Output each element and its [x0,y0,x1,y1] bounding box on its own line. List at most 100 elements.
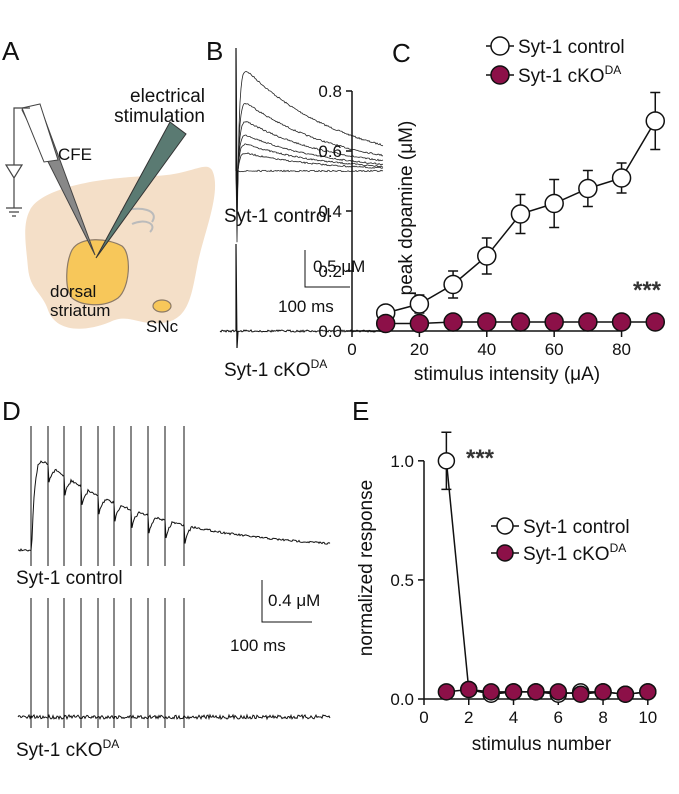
data-point [437,683,456,701]
data-point [437,452,456,470]
traces [17,426,331,728]
stim-label: electrical [130,86,205,107]
data-point [544,312,564,332]
snc-label: SNc [146,317,179,336]
scale-bar [304,250,350,288]
series-line [445,460,648,695]
x-tick-label: 80 [612,340,631,359]
data-point [645,111,666,131]
stim-electrode [95,121,187,259]
y-tick-label: 0.4 [318,202,342,221]
trace-label-sup: DA [103,737,120,751]
trace-label-sup: DA [311,357,328,371]
trace-label: Syt-1 control [16,568,123,589]
data-point [443,274,463,295]
x-tick-label: 8 [598,708,607,727]
stim-artifact [235,47,239,201]
trace [235,102,383,221]
trace [235,143,383,191]
region-label: dorsal [50,282,96,301]
y-tick-label: 1.0 [390,452,414,471]
annotation: *** [466,445,495,472]
trace-label: Syt-1 cKODA [16,737,119,761]
legend-marker [496,517,514,535]
panel-label: D [2,396,21,426]
region-label: striatum [50,301,110,320]
x-tick-label: 2 [464,708,473,727]
legend-label: Syt-1 cKODA [518,63,621,87]
series-line [446,688,648,695]
slice-diagram [4,103,216,329]
data-point [477,246,497,266]
y-axis-title: normalized response [356,480,377,656]
data-point [616,685,635,703]
scale-x-label: 100 ms [278,297,334,316]
snc-region [152,299,172,313]
data-point [409,313,430,334]
y-tick-label: 0.6 [318,142,342,161]
trace [17,460,331,552]
legend-label: Syt-1 control [523,517,630,538]
data-point [549,683,568,701]
x-tick-label: 10 [638,708,657,727]
data-point [510,312,531,332]
stim-artifact [235,243,239,349]
panel-label: A [2,36,20,66]
data-point [639,683,657,701]
y-tick-label: 0.8 [318,82,342,101]
legend-label: Syt-1 control [518,37,625,58]
data-point [375,313,396,334]
trace-label: Syt-1 control [224,206,331,227]
legend-marker [490,36,510,56]
legend-marker [496,544,514,562]
scale-bar [261,580,312,623]
trace-label: Syt-1 cKODA [224,357,327,381]
trace [235,70,384,243]
data-point [510,204,531,224]
data-point [504,683,523,701]
y-axis-title: peak dopamine (μM) [396,121,417,296]
y-tick-label: 0.0 [318,322,342,341]
amplifier-symbol [4,107,30,217]
x-tick-label: 40 [477,340,496,359]
annotation: *** [633,277,662,304]
x-tick-label: 6 [554,708,563,727]
data-point [482,683,500,701]
panel-label: B [206,36,223,66]
trace-label: Syt-1 cKO [16,740,103,761]
trace [235,169,384,173]
x-axis-title: stimulus number [472,734,612,755]
electrode-label: CFE [58,145,92,164]
legend-label-sup: DA [610,541,627,555]
cfe-shank [21,103,59,163]
data-point [477,312,497,332]
trace [235,152,384,185]
panel-label: E [352,396,369,426]
y-tick-label: 0.0 [390,690,414,709]
x-tick-label: 0 [347,340,356,359]
data-point [578,312,598,332]
legend-label-sup: DA [605,63,622,77]
x-tick-label: 20 [410,340,429,359]
scale-x-label: 100 ms [230,636,286,655]
y-tick-label: 0.2 [318,262,342,281]
data-point [460,680,478,699]
legend-label: Syt-1 cKO [518,66,605,87]
data-point [409,294,430,314]
x-tick-label: 0 [419,708,428,727]
legend-label: Syt-1 control [518,37,625,58]
trace-label: Syt-1 cKO [224,360,311,381]
data-point [611,312,632,332]
data-point [645,312,666,332]
data-point [611,168,632,188]
panel-label: C [392,38,411,68]
scale-y-label: 0.4 μM [268,591,320,610]
legend-label: Syt-1 cKO [523,544,610,565]
legend-label: Syt-1 cKODA [523,541,626,565]
data-point [544,193,564,214]
traces [219,47,384,349]
x-tick-label: 60 [545,340,564,359]
x-axis-title: stimulus intensity (μA) [414,364,600,385]
